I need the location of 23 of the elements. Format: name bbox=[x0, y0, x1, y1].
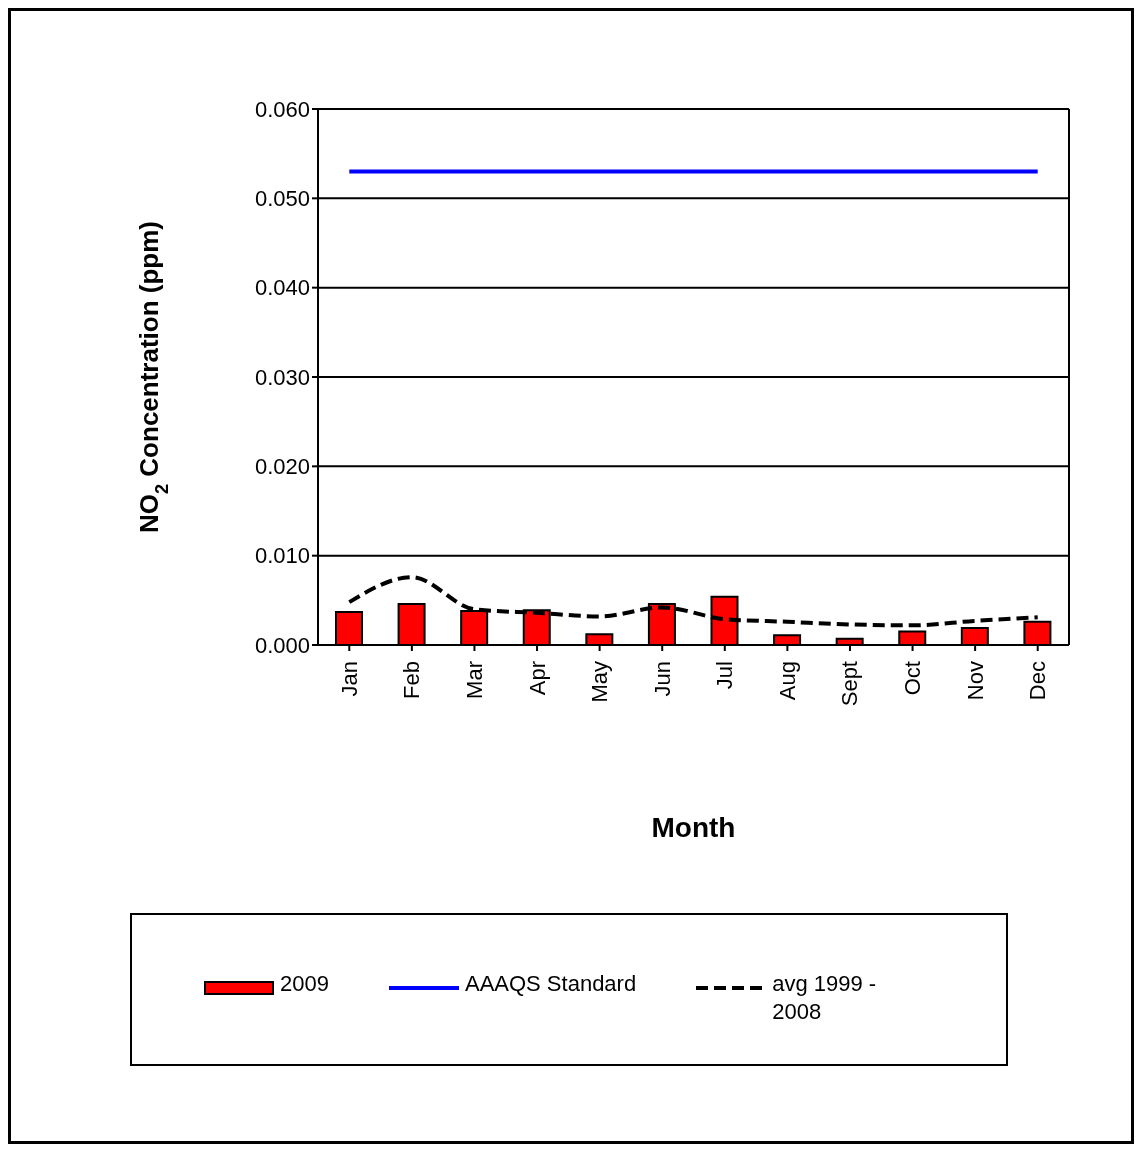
x-axis-title: Month bbox=[651, 812, 736, 843]
x-tick-label: Jul bbox=[712, 661, 738, 690]
y-tick-label: 0.040 bbox=[254, 275, 310, 301]
x-tick-label: Aug bbox=[774, 661, 800, 701]
y-tick-label: 0.020 bbox=[254, 454, 310, 480]
x-tick-label: Nov bbox=[962, 661, 988, 701]
x-tick-label: Jan bbox=[336, 661, 362, 697]
legend-label: avg 1999 - 2008 bbox=[772, 970, 878, 1026]
y-tick-label: 0.030 bbox=[254, 364, 310, 390]
x-tick-label: May bbox=[587, 661, 613, 703]
x-tick-label: Oct bbox=[900, 661, 926, 696]
legend-label: AAAQS Standard bbox=[464, 970, 637, 998]
y-tick-label: 0.010 bbox=[254, 543, 310, 569]
legend-label: 2009 bbox=[280, 970, 329, 998]
y-tick-label: 0.050 bbox=[254, 186, 310, 212]
y-tick-label: 0.060 bbox=[254, 96, 310, 122]
x-tick-label: Apr bbox=[524, 661, 550, 696]
x-tick-label: Sept bbox=[837, 661, 863, 707]
x-tick-label: Feb bbox=[399, 661, 425, 699]
x-tick-label: Mar bbox=[461, 661, 487, 699]
x-tick-label: Jun bbox=[649, 661, 675, 697]
x-tick-label: Dec bbox=[1025, 661, 1051, 701]
y-tick-label: 0.000 bbox=[254, 632, 310, 658]
